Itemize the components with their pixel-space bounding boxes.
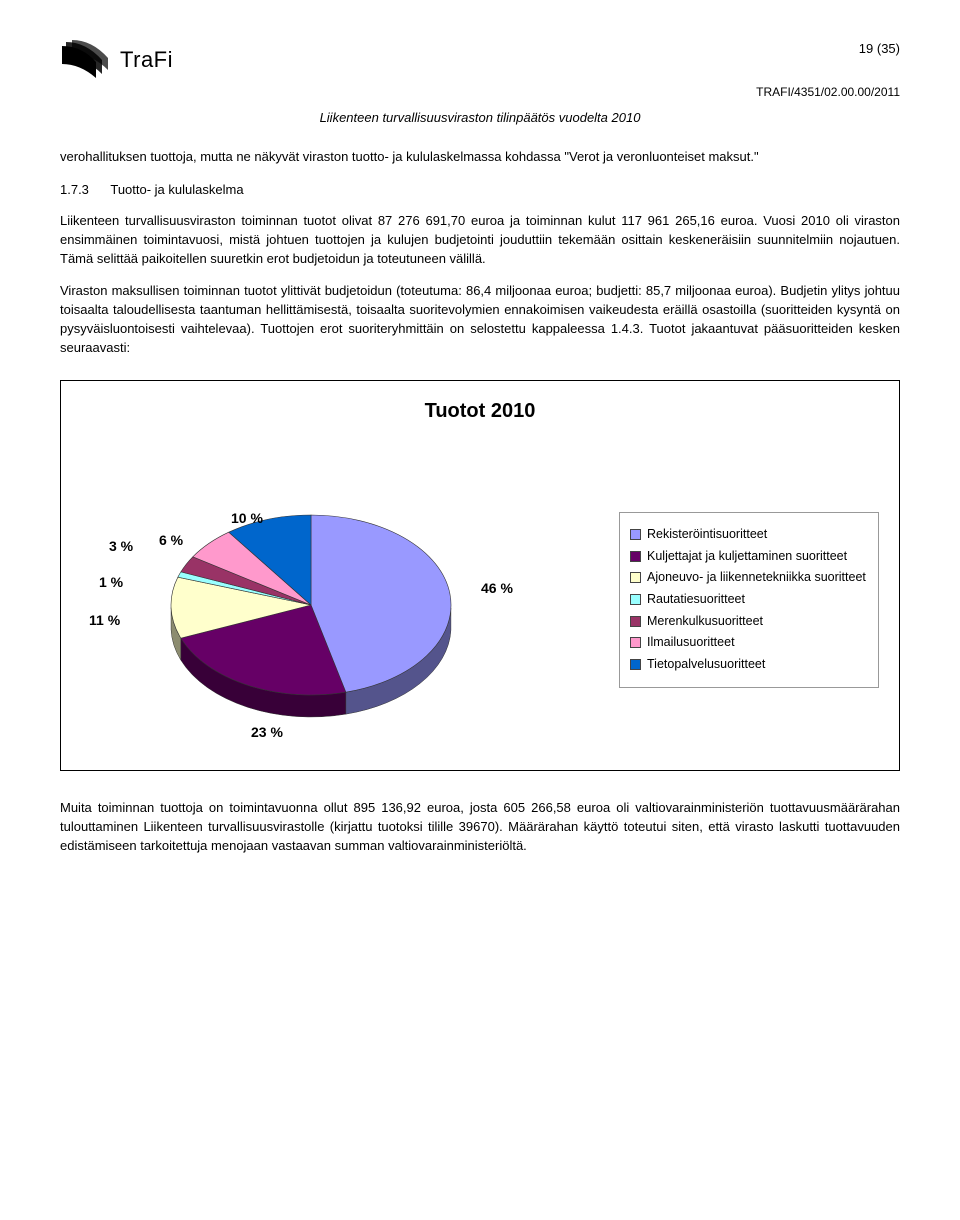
legend-item: Tietopalvelusuoritteet <box>630 657 868 673</box>
page-header: TraFi 19 (35) <box>60 40 900 80</box>
pie-pct-label: 1 % <box>99 572 123 592</box>
revenue-pie-chart: Tuotot 2010 46 % 23 % 11 % 1 % 3 % 6 % 10 % Re… <box>60 380 900 771</box>
pie-column: 46 % 23 % 11 % 1 % 3 % 6 % 10 % <box>81 450 521 750</box>
intro-paragraph: verohallituksen tuottoja, mutta ne näkyv… <box>60 148 900 167</box>
legend-swatch <box>630 659 641 670</box>
document-reference: TRAFI/4351/02.00.00/2011 <box>60 84 900 101</box>
paragraph-4: Muita toiminnan tuottoja on toimintavuon… <box>60 799 900 856</box>
legend-label: Tietopalvelusuoritteet <box>647 657 765 673</box>
chart-body: 46 % 23 % 11 % 1 % 3 % 6 % 10 % Rekisteröintis… <box>81 450 879 750</box>
legend-label: Ilmailusuoritteet <box>647 635 735 651</box>
pie-pct-label: 23 % <box>251 722 283 742</box>
pie-pct-label: 3 % <box>109 536 133 556</box>
pie-svg <box>81 450 521 750</box>
legend-item: Ajoneuvo- ja liikennetekniikka suorittee… <box>630 570 868 586</box>
pie-pct-label: 46 % <box>481 578 513 598</box>
legend-swatch <box>630 594 641 605</box>
logo-text: TraFi <box>120 44 173 76</box>
paragraph-3: Viraston maksullisen toiminnan tuotot yl… <box>60 282 900 357</box>
pie-pct-label: 6 % <box>159 530 183 550</box>
chart-legend: Rekisteröintisuoritteet Kuljettajat ja ku… <box>619 512 879 687</box>
pie-pct-label: 10 % <box>231 508 263 528</box>
legend-swatch <box>630 572 641 583</box>
legend-item: Rekisteröintisuoritteet <box>630 527 868 543</box>
section-title: Tuotto- ja kululaskelma <box>110 182 243 197</box>
section-number: 1.7.3 <box>60 182 89 197</box>
legend-label: Rekisteröintisuoritteet <box>647 527 767 543</box>
legend-label: Ajoneuvo- ja liikennetekniikka suorittee… <box>647 570 866 586</box>
legend-swatch <box>630 637 641 648</box>
pie-pct-label: 11 % <box>89 610 120 630</box>
paragraph-2: Liikenteen turvallisuusviraston toiminna… <box>60 212 900 269</box>
document-subtitle: Liikenteen turvallisuusviraston tilinpää… <box>60 109 900 128</box>
legend-swatch <box>630 616 641 627</box>
legend-label: Merenkulkusuoritteet <box>647 614 763 630</box>
legend-item: Ilmailusuoritteet <box>630 635 868 651</box>
legend-label: Rautatiesuoritteet <box>647 592 745 608</box>
legend-item: Kuljettajat ja kuljettaminen suoritteet <box>630 549 868 565</box>
logo-block: TraFi <box>60 40 173 80</box>
page-number: 19 (35) <box>859 40 900 59</box>
legend-label: Kuljettajat ja kuljettaminen suoritteet <box>647 549 847 565</box>
section-heading: 1.7.3 Tuotto- ja kululaskelma <box>60 181 900 200</box>
trafi-logo-icon <box>60 40 112 80</box>
legend-item: Merenkulkusuoritteet <box>630 614 868 630</box>
chart-title: Tuotot 2010 <box>81 397 879 426</box>
legend-swatch <box>630 529 641 540</box>
legend-item: Rautatiesuoritteet <box>630 592 868 608</box>
legend-swatch <box>630 551 641 562</box>
